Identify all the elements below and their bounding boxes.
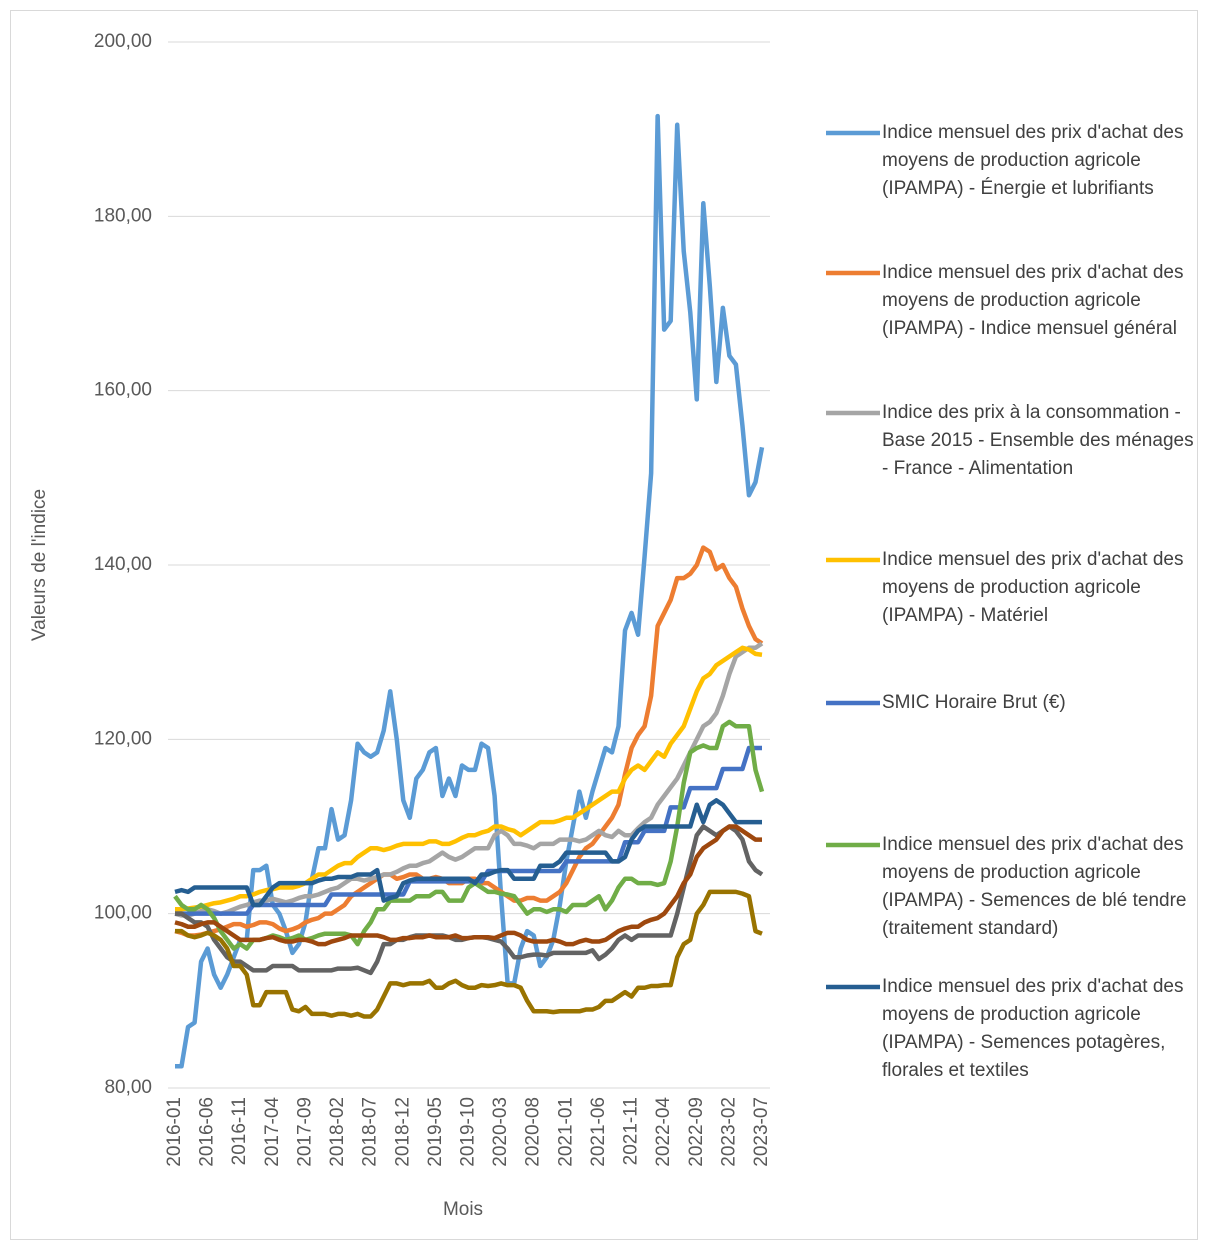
- legend-entry: Indice mensuel des prix d'achat des moye…: [882, 122, 1184, 199]
- x-tick-label: 2016-06: [197, 1097, 218, 1167]
- x-tick-label: 2021-01: [555, 1097, 576, 1167]
- legend-entry: Indice des prix à la consommation - Base…: [882, 402, 1194, 479]
- y-tick-label: 120,00: [94, 728, 152, 749]
- legend-entry: Indice mensuel des prix d'achat des moye…: [882, 262, 1184, 339]
- y-axis-label: Valeurs de l'indice: [29, 489, 50, 641]
- y-tick-label: 100,00: [94, 903, 152, 924]
- x-tick-label: 2019-10: [458, 1097, 479, 1167]
- y-tick-label: 200,00: [94, 31, 152, 52]
- x-tick-label: 2018-02: [327, 1097, 348, 1167]
- x-tick-label: 2023-02: [718, 1097, 739, 1167]
- series-line: [174, 824, 762, 947]
- x-tick-label: 2016-01: [164, 1097, 185, 1167]
- x-tick-label: 2021-11: [621, 1097, 642, 1165]
- x-tick-label: 2023-07: [751, 1097, 772, 1167]
- legend-entry: Indice mensuel des prix d'achat des moye…: [882, 976, 1184, 1081]
- y-tick-label: 140,00: [94, 554, 152, 575]
- x-tick-label: 2020-03: [490, 1097, 511, 1167]
- chart-border: [10, 10, 1198, 1240]
- x-tick-label: 2020-08: [523, 1097, 544, 1167]
- legend-entry: SMIC Horaire Brut (€): [882, 692, 1066, 713]
- y-tick-label: 80,00: [104, 1077, 152, 1098]
- series-line: [175, 889, 763, 1019]
- x-tick-label: 2019-05: [425, 1097, 446, 1167]
- legend-entry: Indice mensuel des prix d'achat des moye…: [882, 834, 1187, 939]
- x-tick-label: 2022-09: [686, 1097, 707, 1167]
- series-line: [174, 798, 762, 908]
- y-tick-label: 180,00: [94, 205, 152, 226]
- x-tick-label: 2016-11: [229, 1097, 250, 1165]
- x-tick-label: 2017-04: [262, 1097, 283, 1167]
- series-line: [174, 641, 764, 918]
- y-tick-label: 160,00: [94, 380, 152, 401]
- x-tick-label: 2022-04: [653, 1097, 674, 1167]
- x-tick-label: 2018-12: [392, 1097, 413, 1167]
- legend-entry: Indice mensuel des prix d'achat des moye…: [882, 549, 1184, 626]
- x-axis-label: Mois: [443, 1199, 483, 1220]
- x-tick-label: 2018-07: [360, 1097, 381, 1167]
- x-tick-label: 2021-06: [588, 1097, 609, 1167]
- x-tick-label: 2017-09: [294, 1097, 315, 1167]
